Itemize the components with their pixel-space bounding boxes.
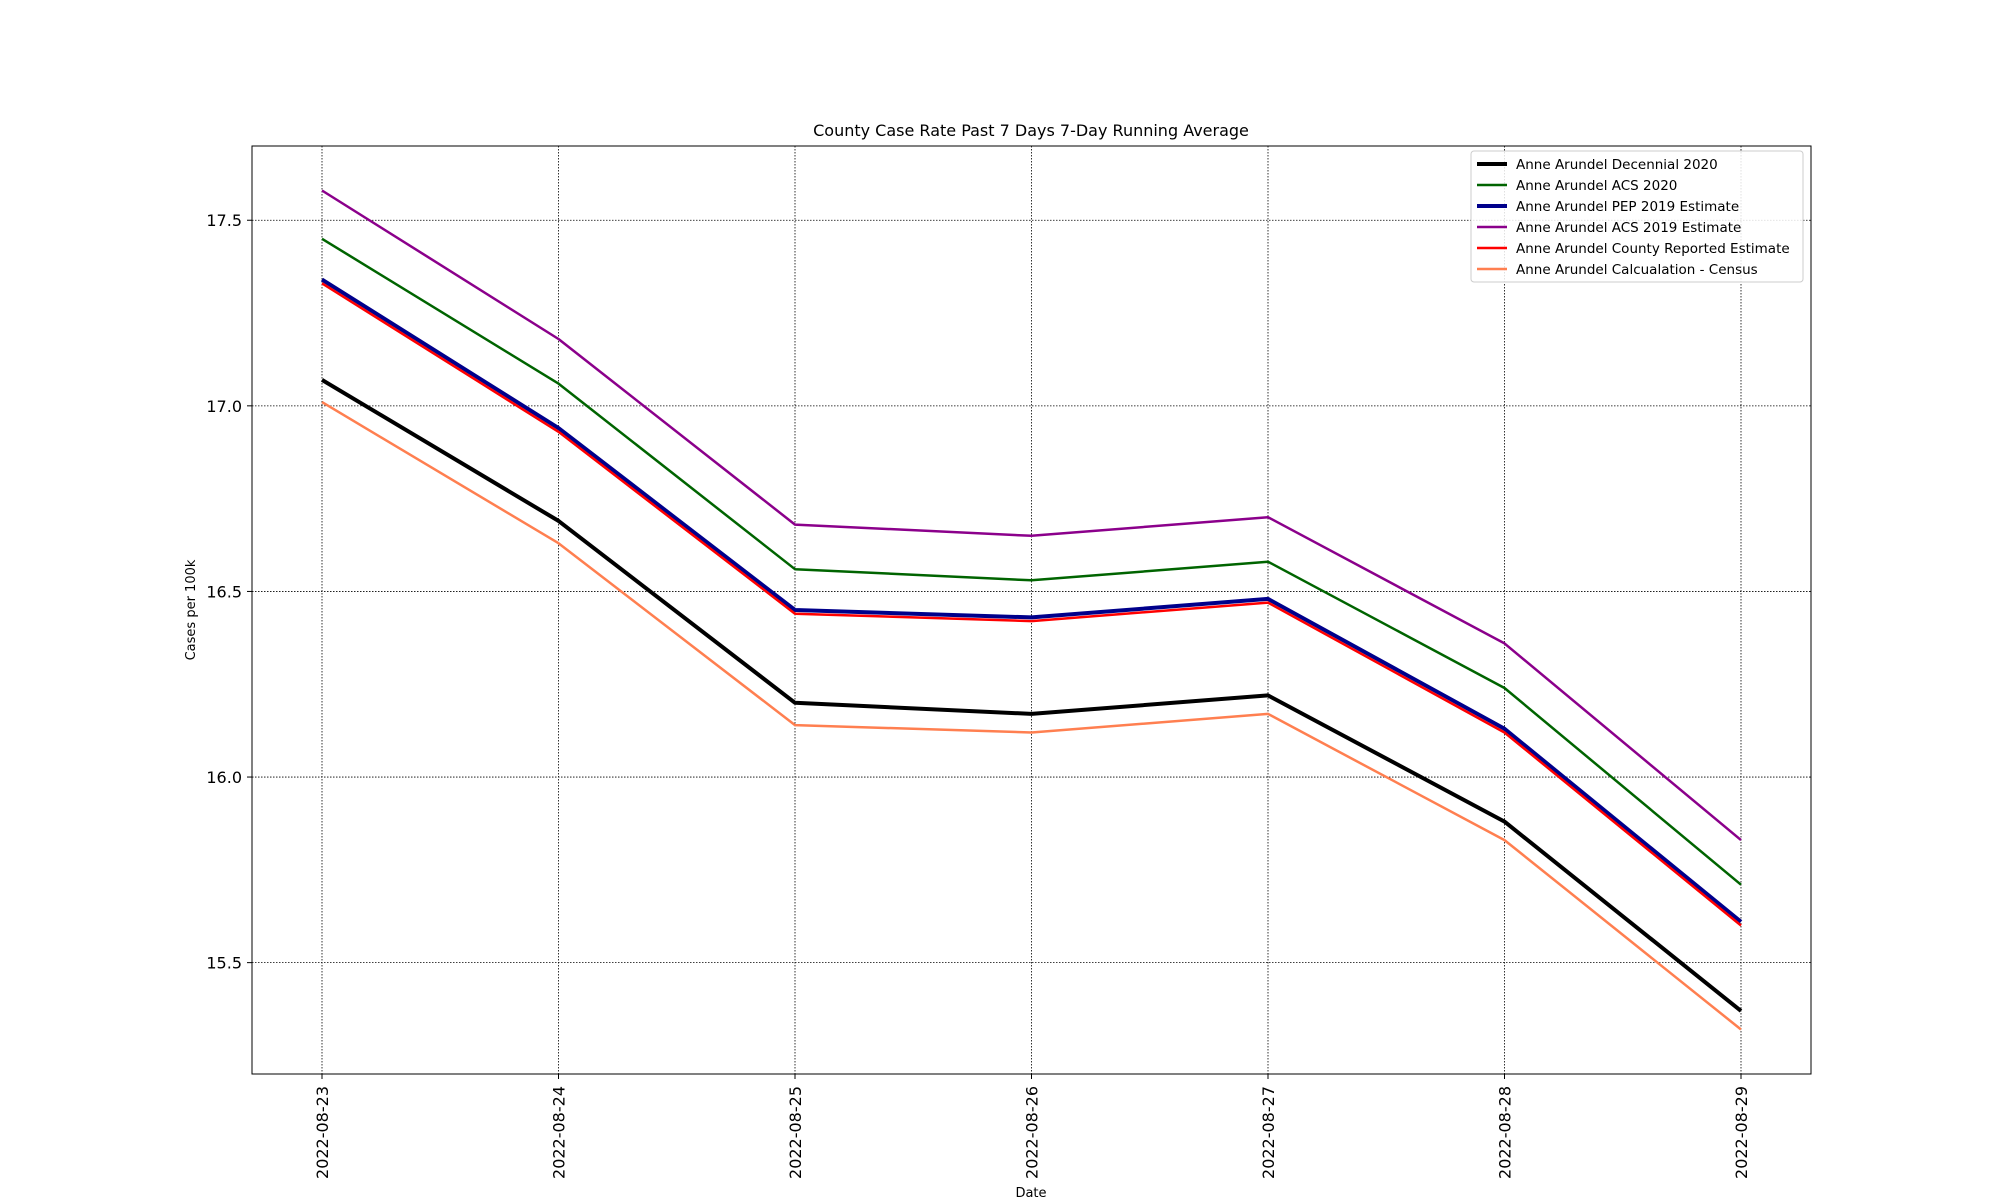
series-line-2: [321, 237, 1742, 886]
series-line-1: [320, 378, 1743, 1013]
y-tick-label: 17.5: [206, 211, 242, 230]
chart-title: County Case Rate Past 7 Days 7-Day Runni…: [813, 121, 1249, 140]
x-tick-label: 2022-08-23: [313, 1086, 332, 1179]
legend: Anne Arundel Decennial 2020 Anne Arundel …: [1470, 150, 1804, 283]
y-axis-ticks: 15.5 16.0 16.5 17.0 17.5: [206, 211, 252, 973]
data-series: [320, 189, 1743, 1031]
legend-entry: Anne Arundel PEP 2019 Estimate: [1516, 199, 1739, 215]
x-tick-label: 2022-08-29: [1732, 1086, 1751, 1179]
x-tick-label: 2022-08-27: [1259, 1086, 1278, 1179]
x-tick-label: 2022-08-24: [550, 1086, 569, 1179]
legend-entry: Anne Arundel ACS 2020: [1516, 178, 1677, 194]
y-axis-label: Cases per 100k: [184, 559, 199, 660]
y-tick-label: 16.5: [206, 582, 242, 601]
x-axis-ticks: 2022-08-23 2022-08-24 2022-08-25 2022-08-26…: [313, 1074, 1751, 1179]
series-line-4: [321, 189, 1742, 842]
y-tick-label: 15.5: [206, 954, 242, 973]
x-tick-label: 2022-08-28: [1496, 1086, 1515, 1179]
x-axis-label: Date: [1015, 1186, 1046, 1200]
series-line-6: [321, 401, 1742, 1031]
series-line-3: [320, 277, 1743, 924]
legend-entry: Anne Arundel ACS 2019 Estimate: [1516, 220, 1741, 236]
y-tick-label: 16.0: [206, 768, 242, 787]
legend-entry: Anne Arundel County Reported Estimate: [1516, 241, 1790, 257]
x-tick-label: 2022-08-26: [1023, 1086, 1042, 1179]
y-tick-label: 17.0: [206, 397, 242, 416]
legend-entry: Anne Arundel Calcualation - Census: [1516, 262, 1758, 278]
legend-entry: Anne Arundel Decennial 2020: [1516, 157, 1718, 173]
legend-box: [1470, 150, 1804, 283]
x-tick-label: 2022-08-25: [786, 1086, 805, 1179]
series-line-5: [321, 282, 1742, 927]
